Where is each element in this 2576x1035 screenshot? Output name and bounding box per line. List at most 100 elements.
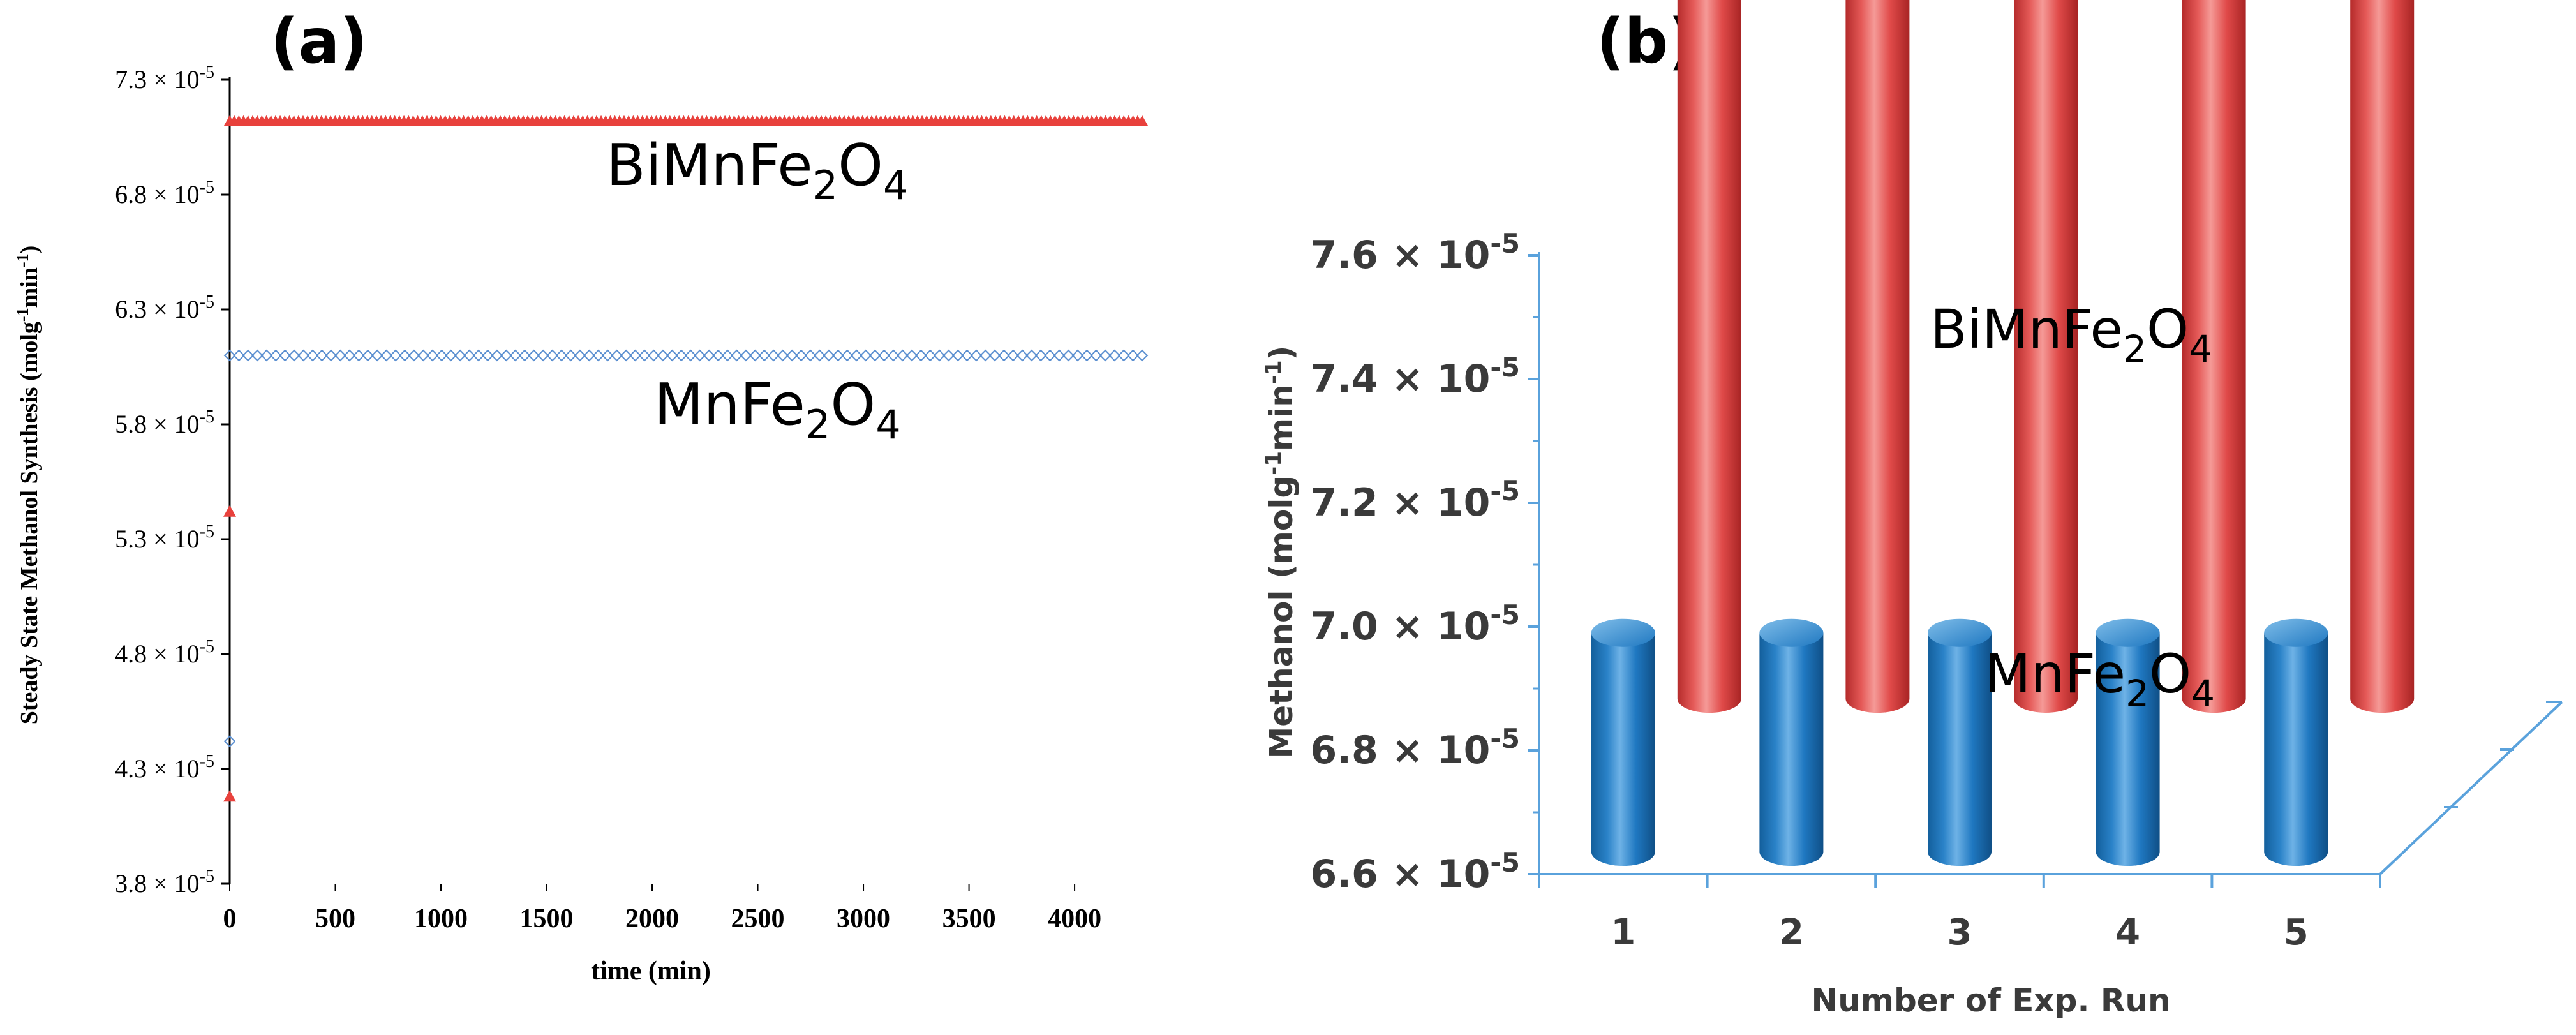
mnfe2o4-point: [831, 349, 844, 362]
mnfe2o4-point: [795, 349, 807, 362]
mnfe2o4-point: [666, 349, 678, 362]
mnfe2o4-point: [242, 349, 255, 362]
mnfe2o4-point: [868, 349, 881, 362]
mnfe2o4-point: [777, 349, 789, 362]
panel-b-y-ticks: 6.6 × 10-5 6.8 × 10-5 7.0 × 10-5 7.2 × 10-5…: [1310, 228, 1539, 897]
series-mnfe2o4-markers: [223, 349, 1149, 748]
bimnfe2o4-bar-body: [2014, 0, 2078, 713]
panel-b-y-tick-label: 7.4 × 10-5: [1310, 352, 1520, 401]
panel-a-x-tick-label: 1000: [414, 904, 468, 934]
panel-b-y-tick-label: 7.6 × 10-5: [1310, 228, 1520, 278]
mnfe2o4-point: [546, 349, 558, 362]
mnfe2o4-point: [712, 349, 724, 362]
bimnfe2o4-bar-body: [2350, 0, 2415, 713]
panel-a-x-tick-label: 1500: [520, 904, 574, 934]
mnfe2o4-point: [804, 349, 817, 362]
mnfe2o4-point: [233, 349, 245, 362]
mnfe2o4-point: [905, 349, 918, 362]
mnfe2o4-point: [260, 349, 273, 362]
panel-b-y-axis-label: Methanol (molg-1min-1): [1261, 346, 1300, 759]
panel-a-x-tick-label: 2500: [731, 904, 785, 934]
mnfe2o4-point: [740, 349, 752, 362]
mnfe2o4-point: [1044, 349, 1056, 362]
mnfe2o4-point: [748, 349, 761, 362]
mnfe2o4-point: [675, 349, 688, 362]
panel-b-y-tick-label: 7.0 × 10-5: [1310, 599, 1520, 649]
legend-label-mnfe2o4-b: MnFe2O4: [1984, 643, 2215, 715]
bimnfe2o4-initial-point: [223, 505, 236, 517]
mnfe2o4-point: [509, 349, 522, 362]
mnfe2o4-bar-top: [1928, 618, 1992, 647]
panel-a-x-tick-label: 3500: [942, 904, 996, 934]
mnfe2o4-point: [657, 349, 669, 362]
mnfe2o4-point: [850, 349, 863, 362]
bimnfe2o4-bar-body: [1845, 0, 1910, 713]
mnfe2o4-point: [269, 349, 282, 362]
mnfe2o4-point: [380, 349, 392, 362]
mnfe2o4-point: [435, 349, 448, 362]
mnfe2o4-point: [528, 349, 540, 362]
mnfe2o4-point: [1127, 349, 1139, 362]
mnfe2o4-point: [1007, 349, 1020, 362]
panel-b: (b) 6.6 × 10-56.8 × 10-57.0 × 10-57.2 × …: [1261, 0, 2563, 1019]
panel-b-axes: [1538, 252, 2563, 875]
mnfe2o4-point: [491, 349, 503, 362]
mnfe2o4-point: [316, 349, 328, 362]
panel-a-y-tick-label: 6.8 × 10-5: [115, 177, 214, 209]
mnfe2o4-point: [472, 349, 485, 362]
panel-a-y-tick-label: 6.3 × 10-5: [115, 292, 214, 324]
mnfe2o4-bar-body: [2264, 632, 2328, 866]
mnfe2o4-point: [951, 349, 964, 362]
mnfe2o4-point: [565, 349, 577, 362]
mnfe2o4-point: [979, 349, 992, 362]
mnfe2o4-point: [371, 349, 383, 362]
mnfe2o4-point: [306, 349, 319, 362]
mnfe2o4-point: [841, 349, 854, 362]
panel-a-y-tick-label: 4.8 × 10-5: [115, 637, 214, 668]
mnfe2o4-bar-body: [1928, 632, 1992, 866]
mnfe2o4-point: [684, 349, 697, 362]
legend-label-mnfe2o4-a: MnFe2O4: [654, 371, 901, 448]
mnfe2o4-point: [325, 349, 338, 362]
panel-b-x-tick-label: 2: [1779, 912, 1804, 953]
mnfe2o4-point: [417, 349, 429, 362]
panel-b-bars: [1591, 0, 2415, 866]
panel-a-x-tick-label: 3000: [837, 904, 890, 934]
mnfe2o4-point: [897, 349, 909, 362]
panel-a-label: (a): [271, 6, 368, 77]
mnfe2o4-point: [445, 349, 458, 362]
panel-b-y-tick-label: 7.2 × 10-5: [1310, 475, 1520, 525]
mnfe2o4-bar-body: [1759, 632, 1824, 866]
mnfe2o4-point: [574, 349, 586, 362]
mnfe2o4-point: [1117, 349, 1130, 362]
mnfe2o4-point: [1099, 349, 1112, 362]
mnfe2o4-point: [279, 349, 292, 362]
panel-b-x-ticks: 1 2 3 4 5: [1538, 874, 2381, 953]
mnfe2o4-point: [334, 349, 346, 362]
panel-a-x-tick-label: 0: [223, 904, 237, 934]
mnfe2o4-point: [518, 349, 531, 362]
mnfe2o4-point: [1071, 349, 1084, 362]
mnfe2o4-point: [767, 349, 780, 362]
bimnfe2o4-bar-body: [2182, 0, 2246, 713]
mnfe2o4-bar-top: [2096, 618, 2160, 647]
mnfe2o4-point: [611, 349, 623, 362]
mnfe2o4-point: [924, 349, 937, 362]
mnfe2o4-point: [970, 349, 983, 362]
mnfe2o4-point: [860, 349, 872, 362]
panel-b-x-axis-label: Number of Exp. Run: [1811, 982, 2170, 1019]
mnfe2o4-point: [592, 349, 605, 362]
mnfe2o4-point: [933, 349, 946, 362]
mnfe2o4-point: [1062, 349, 1075, 362]
panel-a-y-ticks: 3.8 × 10-5 4.3 × 10-5 4.8 × 10-5 5.3 × 10-5…: [115, 63, 230, 898]
panel-a-y-axis-label: Steady State Methanol Synthesis (molg-1m…: [13, 246, 43, 725]
mnfe2o4-bar-top: [2264, 618, 2328, 647]
mnfe2o4-point: [454, 349, 466, 362]
panel-b-y-tick-label: 6.6 × 10-5: [1310, 847, 1520, 897]
mnfe2o4-point: [1080, 349, 1093, 362]
panel-a-y-tick-label: 7.3 × 10-5: [115, 63, 214, 94]
bimnfe2o4-initial-point: [223, 790, 236, 802]
panel-b-y-tick-label: 6.8 × 10-5: [1310, 723, 1520, 773]
panel-b-depth-axis-line: [2379, 701, 2563, 875]
mnfe2o4-bar-body: [2096, 632, 2160, 866]
